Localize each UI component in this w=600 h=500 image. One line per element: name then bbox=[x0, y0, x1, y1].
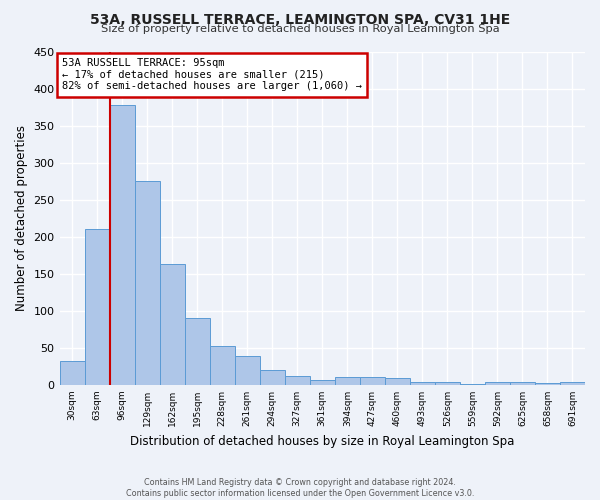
Bar bbox=[185, 318, 209, 385]
Bar bbox=[560, 382, 585, 385]
Bar bbox=[485, 382, 510, 385]
Bar bbox=[59, 361, 85, 385]
Bar bbox=[460, 384, 485, 385]
Bar bbox=[385, 378, 410, 385]
Bar bbox=[410, 382, 435, 385]
Bar bbox=[235, 356, 260, 385]
Bar bbox=[260, 370, 285, 385]
Bar bbox=[85, 230, 110, 385]
Bar bbox=[134, 181, 160, 385]
Text: Contains HM Land Registry data © Crown copyright and database right 2024.
Contai: Contains HM Land Registry data © Crown c… bbox=[126, 478, 474, 498]
Bar bbox=[335, 377, 360, 385]
Bar bbox=[360, 377, 385, 385]
Text: Size of property relative to detached houses in Royal Leamington Spa: Size of property relative to detached ho… bbox=[101, 24, 499, 34]
Text: 53A, RUSSELL TERRACE, LEAMINGTON SPA, CV31 1HE: 53A, RUSSELL TERRACE, LEAMINGTON SPA, CV… bbox=[90, 12, 510, 26]
Bar bbox=[310, 380, 335, 385]
Bar bbox=[510, 382, 535, 385]
Bar bbox=[209, 346, 235, 385]
Y-axis label: Number of detached properties: Number of detached properties bbox=[15, 125, 28, 311]
Bar bbox=[435, 382, 460, 385]
X-axis label: Distribution of detached houses by size in Royal Leamington Spa: Distribution of detached houses by size … bbox=[130, 434, 514, 448]
Bar bbox=[285, 376, 310, 385]
Bar bbox=[160, 264, 185, 385]
Text: 53A RUSSELL TERRACE: 95sqm
← 17% of detached houses are smaller (215)
82% of sem: 53A RUSSELL TERRACE: 95sqm ← 17% of deta… bbox=[62, 58, 362, 92]
Bar bbox=[535, 384, 560, 385]
Bar bbox=[110, 105, 134, 385]
